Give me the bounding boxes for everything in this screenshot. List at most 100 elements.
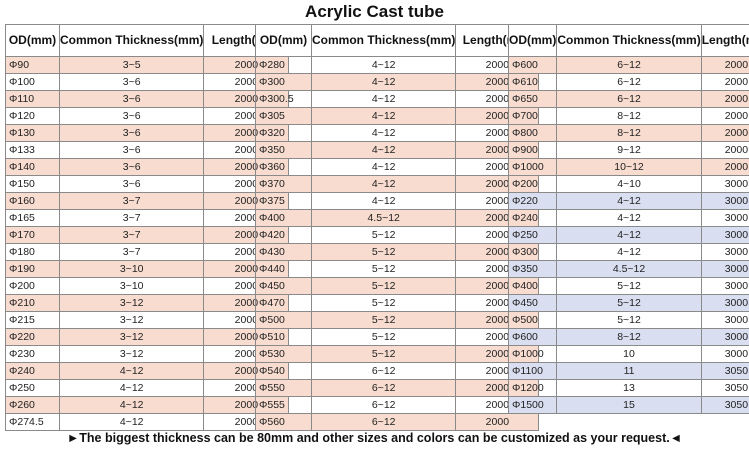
table-row: Φ400 4.5~12 2000 (255, 209, 540, 227)
thickness-cell: 6~12 (556, 73, 702, 91)
od-cell: Φ250 (507, 226, 558, 244)
length-cell: 2000 (700, 56, 749, 74)
table-header-row: OD(mm) Common Thickness(mm) Length(mm) (507, 24, 749, 57)
thickness-cell: 10 (556, 345, 702, 363)
thickness-cell: 6~12 (310, 396, 457, 414)
od-cell: Φ350 (507, 260, 558, 278)
od-cell: Φ215 (5, 311, 60, 329)
thickness-cell: 4.5~12 (310, 209, 457, 227)
od-cell: Φ300 (507, 243, 558, 261)
table-row: Φ540 6~12 2000 (255, 362, 540, 380)
od-cell: Φ133 (5, 141, 60, 159)
od-cell: Φ100 (5, 73, 60, 91)
table-row: Φ1000 10~12 2000 (507, 158, 749, 176)
table-row: Φ430 5~12 2000 (255, 243, 540, 261)
table-row: Φ133 3~6 2000 (5, 141, 290, 159)
table-row: Φ700 8~12 2000 (507, 107, 749, 125)
thickness-cell: 5~12 (310, 345, 457, 363)
table-row: Φ230 3~12 2000 (5, 345, 290, 363)
table-row: Φ550 6~12 2000 (255, 379, 540, 397)
length-cell: 3050 (700, 396, 749, 414)
table-row: Φ130 3~6 2000 (5, 124, 290, 142)
header-thickness: Common Thickness(mm) (58, 24, 205, 57)
od-cell: Φ540 (255, 362, 312, 380)
od-cell: Φ280 (255, 56, 312, 74)
od-cell: Φ500 (507, 311, 558, 329)
od-cell: Φ1000 (507, 345, 558, 363)
length-cell: 3000 (700, 260, 749, 278)
table-row: Φ450 5~12 3000 (507, 294, 749, 312)
thickness-cell: 4~12 (58, 396, 205, 414)
od-cell: Φ430 (255, 243, 312, 261)
thickness-cell: 3~10 (58, 277, 205, 295)
table-row: Φ200 3~10 2000 (5, 277, 290, 295)
table-row: Φ610 6~12 2000 (507, 73, 749, 91)
thickness-cell: 3~7 (58, 192, 205, 210)
table-row: Φ180 3~7 2000 (5, 243, 290, 261)
table-row: Φ210 3~12 2000 (5, 294, 290, 312)
od-cell: Φ650 (507, 90, 558, 108)
header-thickness: Common Thickness(mm) (310, 24, 457, 57)
od-cell: Φ240 (5, 362, 60, 380)
od-cell: Φ1500 (507, 396, 558, 414)
length-cell: 2000 (700, 90, 749, 108)
od-cell: Φ120 (5, 107, 60, 125)
header-od: OD(mm) (507, 24, 558, 57)
od-cell: Φ500 (255, 311, 312, 329)
length-cell: 2000 (700, 158, 749, 176)
thickness-cell: 9~12 (556, 141, 702, 159)
length-cell: 3000 (700, 175, 749, 193)
thickness-cell: 6~12 (310, 379, 457, 397)
table-row: Φ300 4~12 2000 (255, 73, 540, 91)
table-row: Φ165 3~7 2000 (5, 209, 290, 227)
od-cell: Φ450 (507, 294, 558, 312)
length-cell: 3000 (700, 226, 749, 244)
thickness-cell: 5~12 (556, 294, 702, 312)
header-od: OD(mm) (255, 24, 312, 57)
thickness-cell: 6~12 (310, 362, 457, 380)
length-cell: 3000 (700, 192, 749, 210)
table-row: Φ440 5~12 2000 (255, 260, 540, 278)
length-cell: 2000 (455, 413, 540, 431)
thickness-cell: 13 (556, 379, 702, 397)
table-row: Φ200 4~10 3000 (507, 175, 749, 193)
table-row: Φ600 6~12 2000 (507, 56, 749, 74)
od-cell: Φ400 (255, 209, 312, 227)
thickness-cell: 3~6 (58, 73, 205, 91)
od-cell: Φ140 (5, 158, 60, 176)
table-row: Φ420 5~12 2000 (255, 226, 540, 244)
od-cell: Φ450 (255, 277, 312, 295)
table-row: Φ274.5 4~12 2000 (5, 413, 290, 431)
thickness-cell: 3~7 (58, 243, 205, 261)
table-header-row: OD(mm) Common Thickness(mm) Length(mm) (5, 24, 290, 57)
length-cell: 3050 (700, 362, 749, 380)
thickness-cell: 3~5 (58, 56, 205, 74)
table-row: Φ150 3~6 2000 (5, 175, 290, 193)
table-header-row: OD(mm) Common Thickness(mm) Length(mm) (255, 24, 540, 57)
thickness-cell: 4~12 (556, 243, 702, 261)
table-row: Φ370 4~12 2000 (255, 175, 540, 193)
table-row: Φ350 4.5~12 3000 (507, 260, 749, 278)
thickness-cell: 3~7 (58, 209, 205, 227)
thickness-cell: 3~12 (58, 345, 205, 363)
od-cell: Φ274.5 (5, 413, 60, 431)
od-cell: Φ1000 (507, 158, 558, 176)
od-cell: Φ420 (255, 226, 312, 244)
header-thickness: Common Thickness(mm) (556, 24, 702, 57)
table-row: Φ250 4~12 2000 (5, 379, 290, 397)
spec-table-1: OD(mm) Common Thickness(mm) Length(mm) Φ… (5, 24, 290, 431)
length-cell: 3000 (700, 277, 749, 295)
thickness-cell: 5~12 (556, 277, 702, 295)
thickness-cell: 4~12 (310, 56, 457, 74)
od-cell: Φ160 (5, 192, 60, 210)
od-cell: Φ555 (255, 396, 312, 414)
header-od: OD(mm) (5, 24, 60, 57)
od-cell: Φ90 (5, 56, 60, 74)
table-row: Φ300 4~12 3000 (507, 243, 749, 261)
length-cell: 3050 (700, 379, 749, 397)
thickness-cell: 5~12 (556, 311, 702, 329)
length-cell: 3000 (700, 209, 749, 227)
thickness-cell: 4~12 (310, 90, 457, 108)
od-cell: Φ300 (255, 73, 312, 91)
